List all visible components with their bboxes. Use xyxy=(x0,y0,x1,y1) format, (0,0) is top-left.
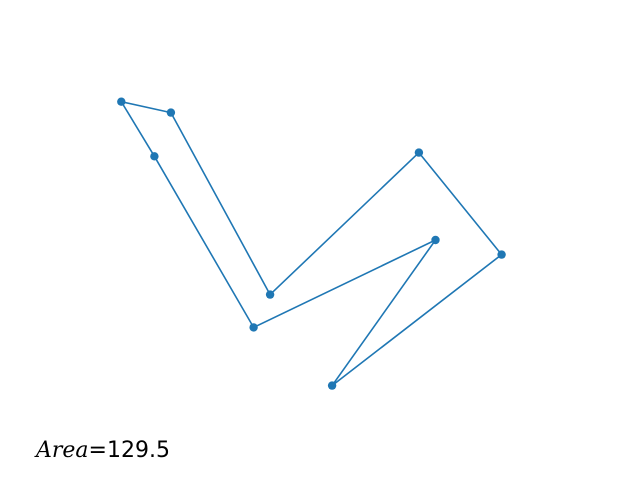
vertex-point-3 xyxy=(265,290,275,299)
area-equals-sign: = xyxy=(88,438,107,463)
area-annotation: Area=129.5 xyxy=(36,438,170,463)
vertex-point-2 xyxy=(166,108,176,117)
vertex-point-7 xyxy=(431,235,440,245)
vertex-point-4 xyxy=(414,148,424,157)
area-label-text: Area xyxy=(36,438,89,463)
vertex-point-5 xyxy=(497,250,506,259)
vertex-point-9 xyxy=(150,152,159,161)
polygon-outline xyxy=(120,100,503,387)
vertex-point-6 xyxy=(327,381,337,390)
area-value: 129.5 xyxy=(106,438,170,463)
vertex-point-1 xyxy=(117,97,126,106)
vertex-markers xyxy=(117,97,506,390)
vertex-point-8 xyxy=(249,323,258,332)
